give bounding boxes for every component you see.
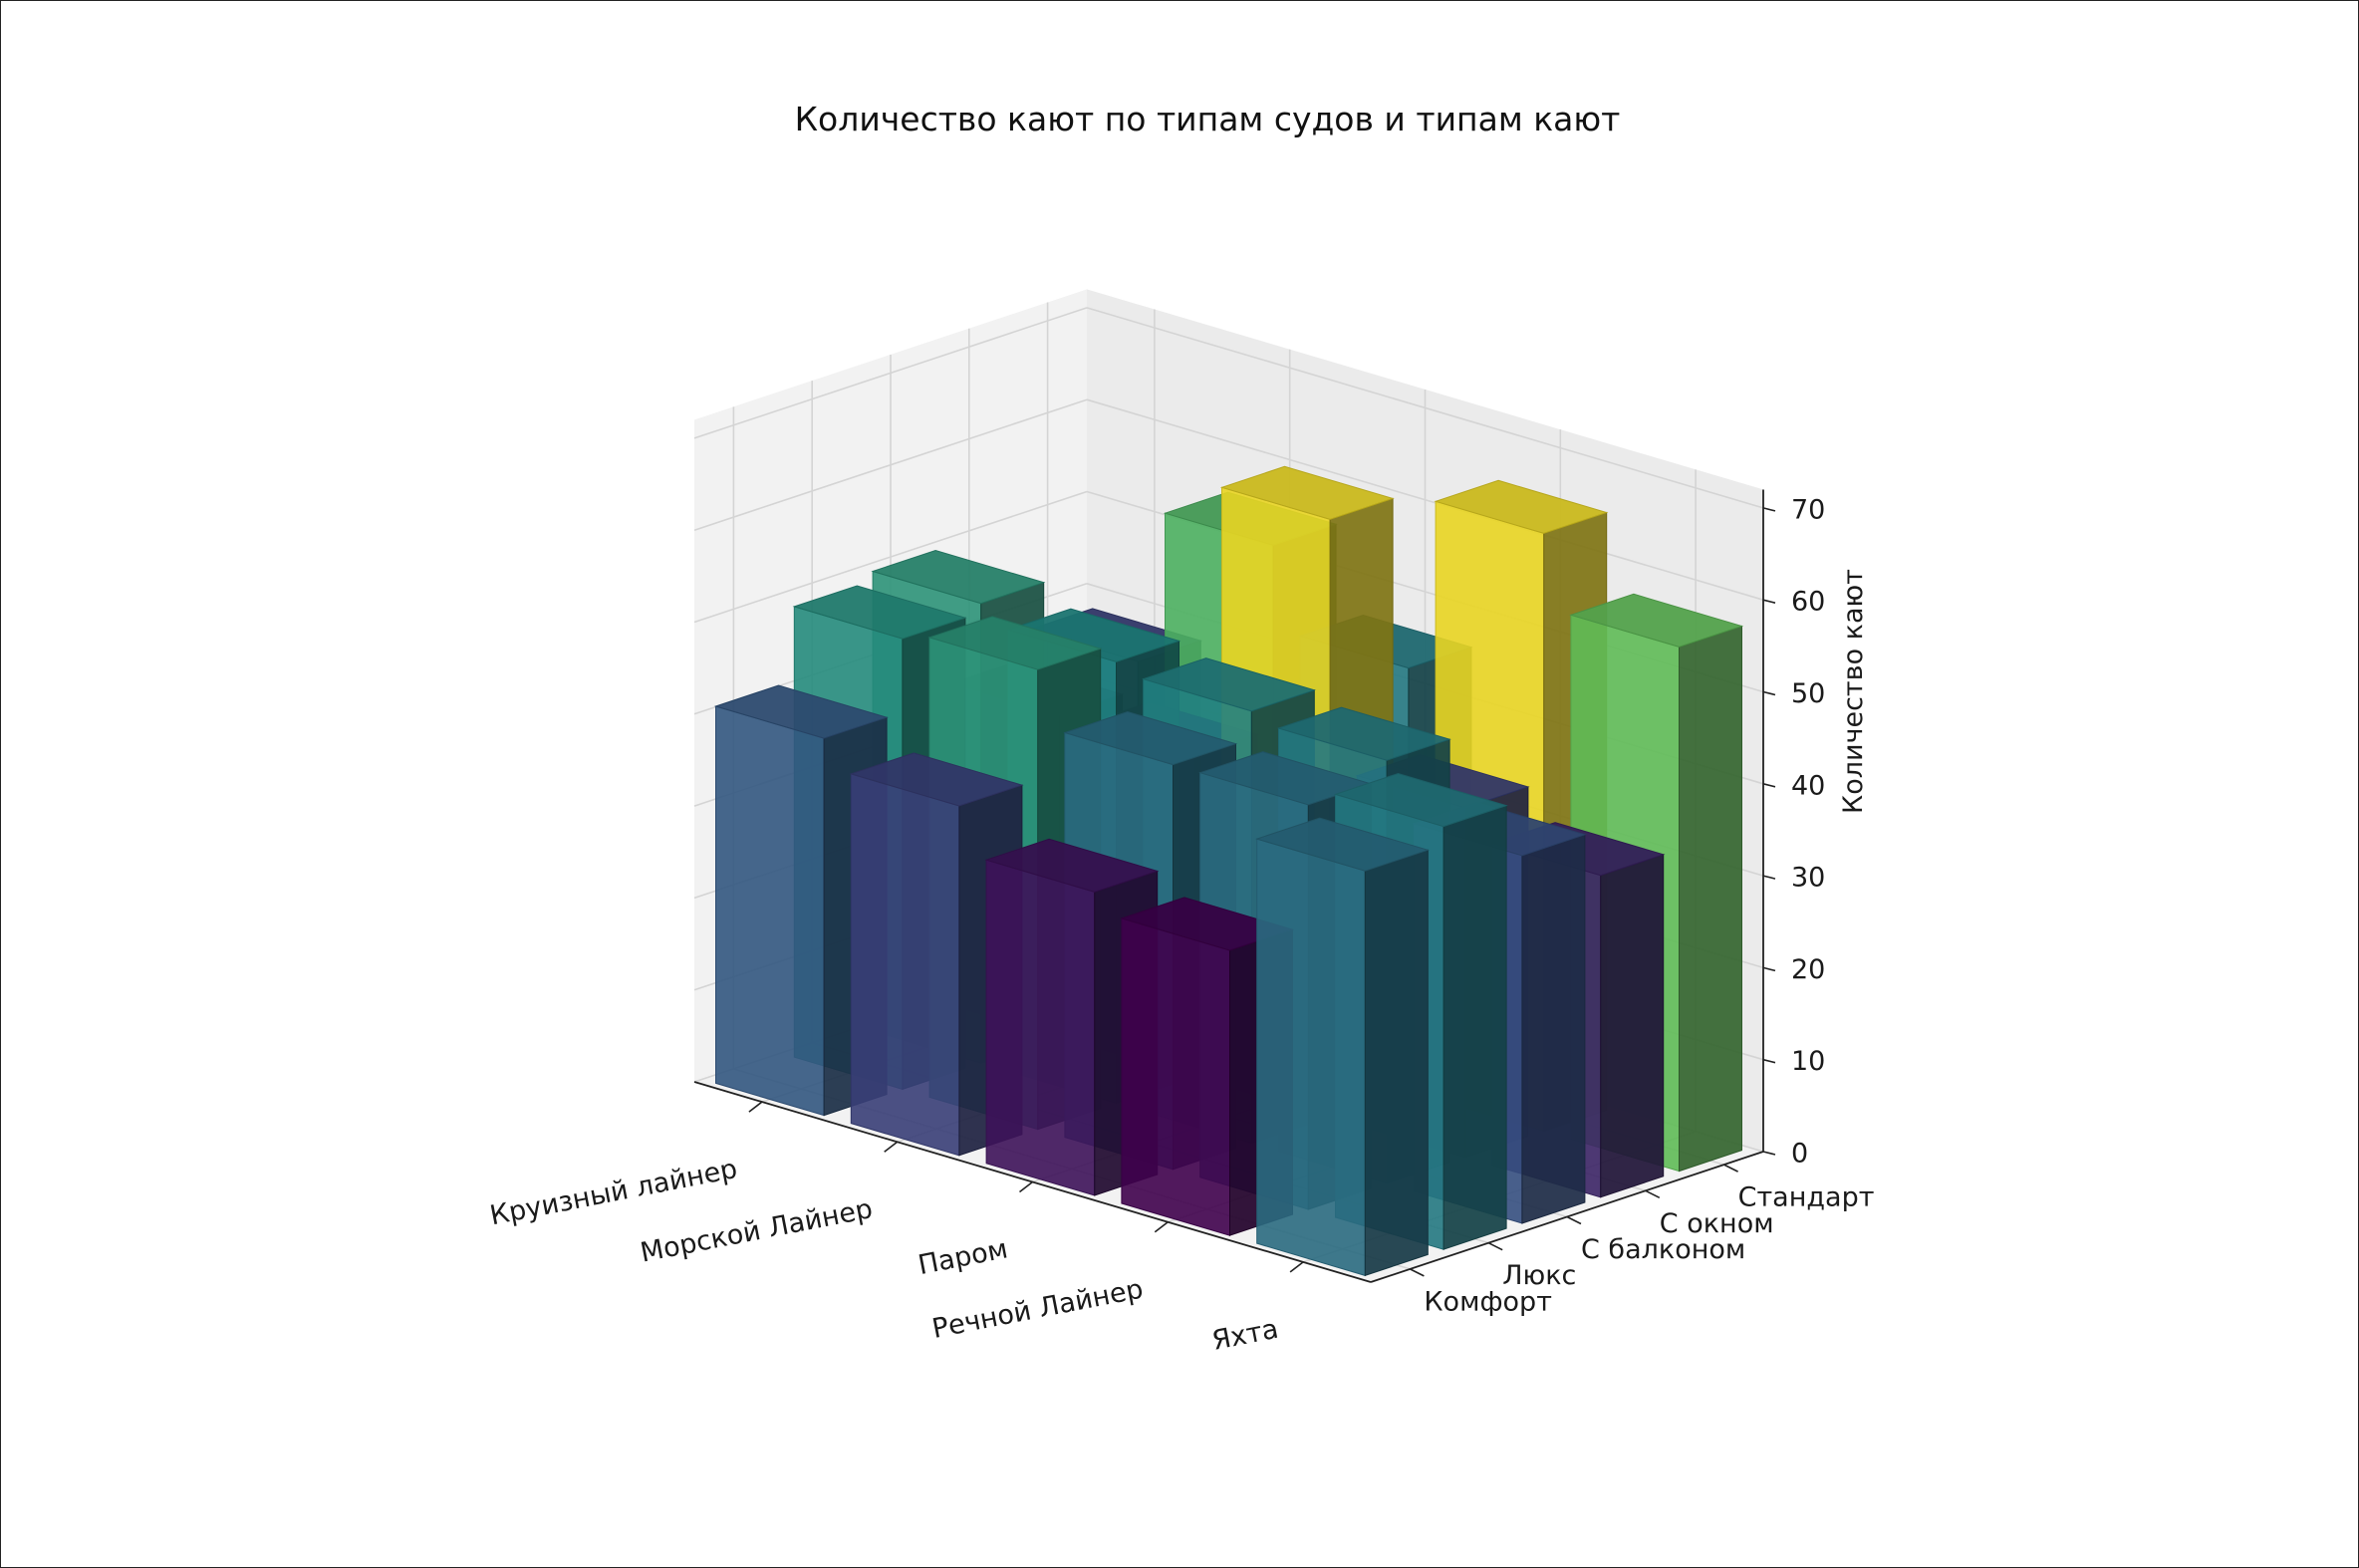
y-tick bbox=[1487, 1241, 1503, 1251]
y-tick bbox=[1723, 1164, 1738, 1173]
z-tick bbox=[1762, 1058, 1776, 1064]
bar-top-face bbox=[1063, 710, 1238, 766]
bar-top-face bbox=[713, 684, 889, 739]
y-tick-label: С балконом bbox=[1581, 1234, 1745, 1265]
y-tick bbox=[1410, 1268, 1425, 1277]
z-tick-label: 0 bbox=[1791, 1139, 1808, 1170]
z-tick bbox=[1762, 599, 1776, 604]
x-tick bbox=[884, 1141, 899, 1153]
z-tick-label: 70 bbox=[1791, 494, 1825, 525]
z-tick-label: 50 bbox=[1791, 678, 1825, 709]
y-tick-label: С окном bbox=[1660, 1208, 1774, 1239]
bar-top-face bbox=[984, 838, 1160, 893]
y-tick bbox=[1566, 1215, 1582, 1225]
x-tick bbox=[748, 1101, 763, 1113]
bar-front-face bbox=[850, 773, 960, 1157]
x-tick-label: Морской Лайнер bbox=[638, 1193, 875, 1269]
bar-top-face bbox=[792, 585, 967, 640]
z-tick bbox=[1762, 875, 1776, 880]
x-tick-label: Речной Лайнер bbox=[929, 1274, 1146, 1345]
z-tick bbox=[1762, 507, 1776, 512]
y-tick-label: Комфорт bbox=[1424, 1286, 1552, 1317]
z-tick-label: 60 bbox=[1791, 587, 1825, 618]
y-tick-label: Люкс bbox=[1502, 1260, 1576, 1291]
bar-side-face bbox=[1521, 834, 1586, 1224]
x-tick-label: Яхта bbox=[1209, 1314, 1281, 1357]
bar-top-face bbox=[1333, 772, 1508, 828]
z-tick bbox=[1762, 966, 1776, 972]
z-tick bbox=[1762, 690, 1776, 696]
bar-top-face bbox=[871, 549, 1046, 605]
z-tick-label: 30 bbox=[1791, 863, 1825, 894]
bar-top-face bbox=[1569, 593, 1744, 648]
bar-front-face bbox=[715, 705, 825, 1117]
x-tick bbox=[1019, 1180, 1033, 1193]
bar-front-face bbox=[985, 859, 1096, 1196]
bar-front-face bbox=[1256, 838, 1366, 1277]
bar-top-face bbox=[1255, 817, 1430, 872]
bar-top-face bbox=[1434, 479, 1609, 534]
z-tick-label: 40 bbox=[1791, 770, 1825, 801]
z-tick-label: 10 bbox=[1791, 1046, 1825, 1077]
bar-side-face bbox=[1364, 849, 1429, 1277]
x-tick bbox=[1154, 1221, 1169, 1233]
bar-top-face bbox=[927, 616, 1103, 670]
y-tick-label: Стандарт bbox=[1738, 1182, 1875, 1213]
z-tick bbox=[1762, 1151, 1776, 1156]
bar-side-face bbox=[1600, 854, 1665, 1198]
x-tick-label: Паром bbox=[916, 1233, 1010, 1281]
x-tick-label: Круизный лайнер bbox=[487, 1154, 739, 1232]
bar-front-face bbox=[1121, 917, 1230, 1236]
bar-top-face bbox=[1276, 706, 1451, 761]
bar-side-face bbox=[1442, 804, 1507, 1250]
z-tick bbox=[1762, 783, 1776, 788]
bar-top-face bbox=[1219, 465, 1395, 520]
z-tick-label: 20 bbox=[1791, 954, 1825, 985]
bar-top-face bbox=[1142, 657, 1316, 712]
chart-title: Количество кают по типам судов и типам к… bbox=[795, 100, 1621, 138]
bar-top-face bbox=[849, 752, 1024, 807]
z-axis-label: Количество кают bbox=[1838, 569, 1869, 814]
y-tick bbox=[1645, 1189, 1661, 1199]
bars-layer bbox=[713, 465, 1744, 1277]
bar-4-0 bbox=[1255, 817, 1430, 1277]
bar-side-face bbox=[1679, 625, 1742, 1173]
x-tick bbox=[1289, 1261, 1304, 1273]
